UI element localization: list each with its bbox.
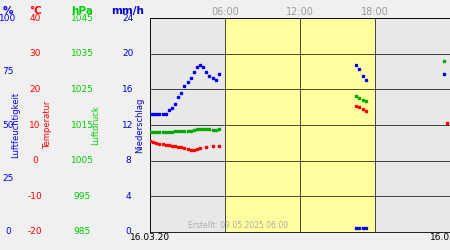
Text: 10: 10	[29, 120, 41, 130]
Text: %: %	[3, 6, 13, 16]
Text: Erstellt: 09.05.2025 06:00: Erstellt: 09.05.2025 06:00	[188, 221, 288, 230]
Text: 4: 4	[125, 192, 131, 201]
Text: mm/h: mm/h	[112, 6, 144, 16]
Text: -20: -20	[28, 228, 42, 236]
Text: 30: 30	[29, 49, 41, 58]
Text: 16: 16	[122, 85, 134, 94]
Text: 40: 40	[29, 14, 40, 22]
Text: 24: 24	[122, 14, 134, 22]
Text: Luftfeuchtigkeit: Luftfeuchtigkeit	[12, 92, 21, 158]
Text: -10: -10	[27, 192, 42, 201]
Text: 8: 8	[125, 156, 131, 165]
Text: 985: 985	[73, 228, 90, 236]
Text: 995: 995	[73, 192, 90, 201]
Text: 50: 50	[2, 120, 14, 130]
Text: 1025: 1025	[71, 85, 94, 94]
Bar	[150, 18, 225, 232]
Text: 20: 20	[29, 85, 40, 94]
Text: 1045: 1045	[71, 14, 94, 22]
Text: 1035: 1035	[71, 49, 94, 58]
Text: 0: 0	[32, 156, 38, 165]
Text: 25: 25	[2, 174, 13, 183]
Text: 20: 20	[122, 49, 134, 58]
Text: 0: 0	[125, 228, 131, 236]
Text: 0: 0	[5, 228, 11, 236]
Text: Temperatur: Temperatur	[44, 101, 53, 149]
Text: 75: 75	[2, 67, 14, 76]
Text: 100: 100	[0, 14, 17, 22]
Text: Niederschlag: Niederschlag	[135, 97, 144, 153]
Text: 1005: 1005	[71, 156, 94, 165]
Text: hPa: hPa	[71, 6, 93, 16]
Text: °C: °C	[29, 6, 41, 16]
Text: 12: 12	[122, 120, 134, 130]
Bar	[225, 18, 375, 232]
Text: Luftdruck: Luftdruck	[91, 105, 100, 145]
Text: 1015: 1015	[71, 120, 94, 130]
Bar	[375, 18, 450, 232]
